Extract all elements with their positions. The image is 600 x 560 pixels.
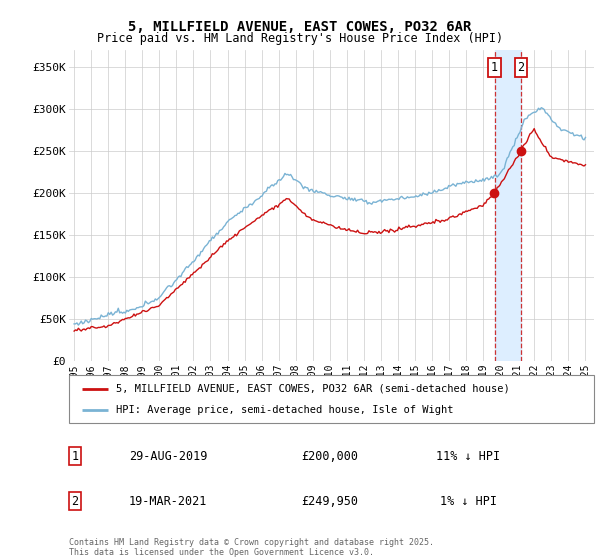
Text: 1% ↓ HPI: 1% ↓ HPI	[439, 494, 497, 508]
Text: 2: 2	[71, 494, 79, 508]
Text: Contains HM Land Registry data © Crown copyright and database right 2025.
This d: Contains HM Land Registry data © Crown c…	[69, 538, 434, 557]
Text: 5, MILLFIELD AVENUE, EAST COWES, PO32 6AR (semi-detached house): 5, MILLFIELD AVENUE, EAST COWES, PO32 6A…	[116, 384, 510, 394]
Text: £249,950: £249,950	[302, 494, 359, 508]
Text: Price paid vs. HM Land Registry's House Price Index (HPI): Price paid vs. HM Land Registry's House …	[97, 32, 503, 45]
Text: 2: 2	[517, 61, 524, 74]
FancyBboxPatch shape	[69, 375, 594, 423]
Text: 11% ↓ HPI: 11% ↓ HPI	[436, 450, 500, 463]
Text: HPI: Average price, semi-detached house, Isle of Wight: HPI: Average price, semi-detached house,…	[116, 405, 454, 416]
Text: 29-AUG-2019: 29-AUG-2019	[129, 450, 207, 463]
Text: £200,000: £200,000	[302, 450, 359, 463]
Text: 1: 1	[71, 450, 79, 463]
Text: 1: 1	[491, 61, 498, 74]
Text: 5, MILLFIELD AVENUE, EAST COWES, PO32 6AR: 5, MILLFIELD AVENUE, EAST COWES, PO32 6A…	[128, 20, 472, 34]
Text: 19-MAR-2021: 19-MAR-2021	[129, 494, 207, 508]
Bar	[494, 50, 521, 361]
